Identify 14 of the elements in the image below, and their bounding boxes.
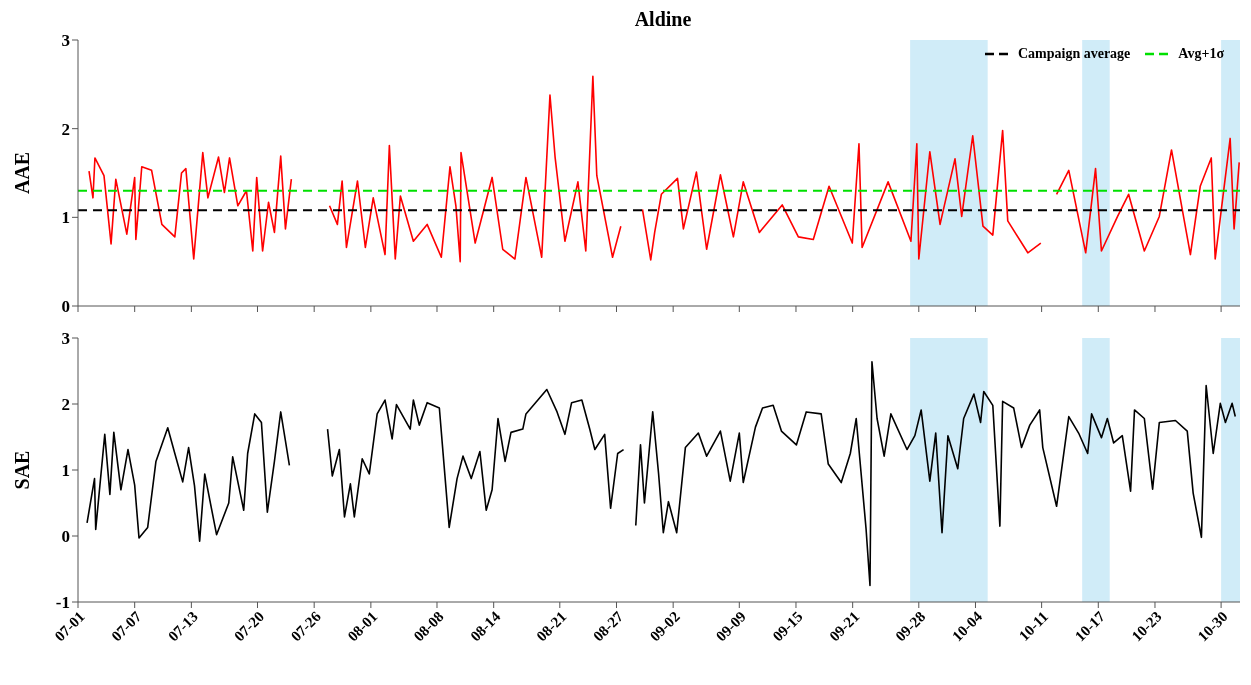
- chart-title: Aldine: [634, 8, 692, 30]
- y-tick-label: 3: [61, 31, 70, 51]
- y-tick-label: 2: [61, 119, 70, 139]
- y-tick-label: 2: [61, 395, 70, 415]
- y-axis-title: SAE: [11, 450, 34, 490]
- legend-label: Campaign average: [1017, 46, 1131, 62]
- y-tick-label: 0: [61, 527, 70, 547]
- y-tick-label: 1: [61, 208, 70, 228]
- legend-label: Avg+1σ: [1178, 46, 1224, 62]
- y-tick-label: -1: [55, 593, 70, 613]
- y-axis-title: AAE: [11, 151, 34, 195]
- y-tick-label: 0: [61, 297, 70, 317]
- y-tick-label: 3: [61, 329, 70, 349]
- y-tick-label: 1: [61, 461, 70, 481]
